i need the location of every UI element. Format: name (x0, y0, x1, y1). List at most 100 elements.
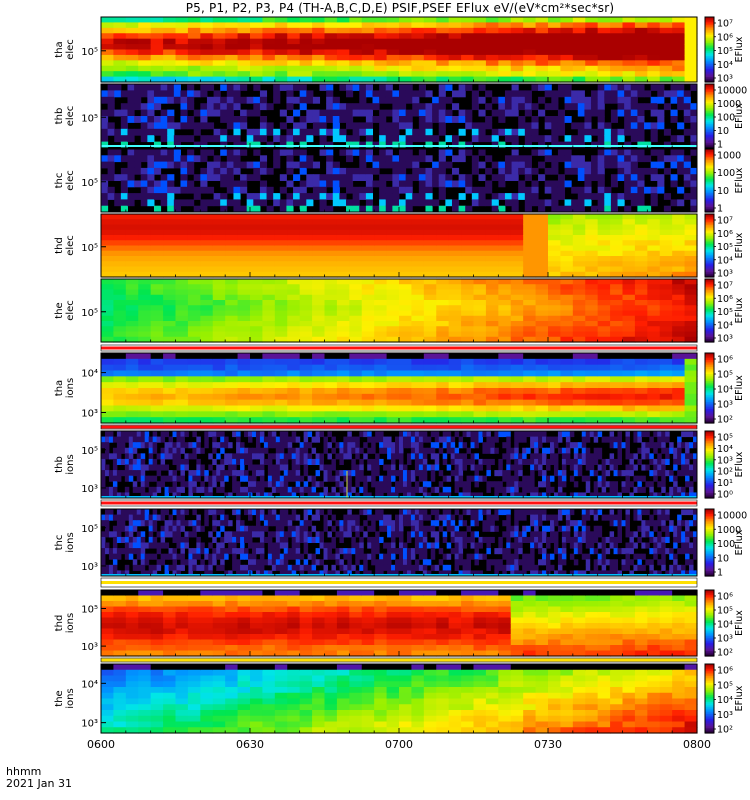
panel-thb-ions-ytick: 10³ (81, 484, 98, 495)
panel-thc-elec-colorbar-tick: 100 (717, 168, 735, 179)
panel-thb-ions-colorbar-tick: 10⁵ (717, 433, 733, 444)
panel-tha-elec-colorbar-tick: 10⁷ (717, 19, 733, 30)
panel-thc-elec-colorbar-tick: 1000 (717, 151, 741, 162)
panel-thc-elec-colorbar-tick: 10 (717, 186, 729, 197)
panel-tha-ions-colorbar-tick: 10⁴ (717, 385, 733, 396)
panel-separator (100, 577, 698, 588)
panel-thd-ions-colorbar-tick: 10⁵ (717, 606, 733, 617)
panel-separator (100, 657, 698, 663)
panel-thb-ions-colorbar-label: EFlux (734, 451, 745, 477)
date-label: 2021 Jan 31 (6, 777, 72, 790)
panel-thb-elec-colorbar-tick: 10000 (717, 86, 747, 97)
x-tick-label: 0800 (683, 738, 711, 751)
panel-the-ions: 10⁴ 10³ the ions 10⁶ 10⁵ 10⁴ 10³ 10² EFlux (54, 663, 745, 736)
panel-the-elec-colorbar-tick: 10⁴ (717, 320, 733, 331)
panel-thb-ions-ytick: 10⁵ (81, 446, 98, 457)
panel-thb-elec-ylabel: thb (54, 108, 65, 125)
panel-thb-ions-colorbar-tick: 10² (717, 467, 733, 478)
panel-separator (100, 499, 698, 507)
panel-tha-elec-colorbar-tick: 10⁵ (717, 46, 733, 57)
panel-thd-ions-ytick: 10³ (81, 642, 98, 653)
panel-the-elec-ylabel: elec (65, 300, 76, 321)
panel-the-ions-ytick: 10⁴ (81, 679, 98, 690)
panel-the-ions-colorbar-label: EFlux (734, 685, 745, 711)
panel-thc-ions-colorbar-label: EFlux (734, 529, 745, 555)
panel-tha-ions-colorbar-label: EFlux (734, 375, 745, 401)
panel-the-elec-colorbar-tick: 10³ (717, 334, 733, 345)
panel-thd-ions-colorbar-tick: 10² (717, 648, 733, 659)
panel-tha-ions-ylabel: ions (65, 378, 76, 398)
panel-thd-elec-ylabel: thd (54, 237, 65, 254)
panel-thd-ions-ylabel: ions (65, 613, 76, 633)
panel-the-elec-colorbar-tick: 10⁷ (717, 281, 733, 292)
panel-tha-ions-colorbar-tick: 10² (717, 415, 733, 426)
time-format-label: hhmm (6, 765, 42, 778)
x-tick-label: 0600 (87, 738, 115, 751)
x-tick-label: 0630 (236, 738, 264, 751)
panel-the-elec-colorbar-tick: 10⁶ (717, 294, 733, 305)
panel-thd-ions: 10⁵ 10³ thd ions 10⁶ 10⁵ 10⁴ 10³ 10² EFlux (54, 589, 745, 659)
panel-thc-ions-ylabel: thc (54, 535, 65, 551)
x-tick-label: 0730 (534, 738, 562, 751)
panel-the-elec-ylabel: the (54, 302, 65, 318)
panel-the-elec-colorbar-tick: 10⁵ (717, 307, 733, 318)
panel-thc-ions-ylabel: ions (65, 532, 76, 552)
panel-thb-elec-colorbar-tick: 1000 (717, 99, 741, 110)
panel-thb-elec: 10⁵ thb elec 10000 1000 100 10 1 EFlux (54, 83, 747, 151)
panel-tha-ions: 10⁴ 10³ tha ions 10⁶ 10⁵ 10⁴ 10³ 10² EFlux (54, 352, 745, 426)
panel-tha-elec-ytick: 10⁵ (81, 47, 98, 58)
panel-thd-elec-colorbar-tick: 10³ (717, 269, 733, 280)
panel-the-ions-ylabel: ions (65, 688, 76, 708)
panel-the-ions-colorbar-tick: 10⁵ (717, 680, 733, 691)
panel-thb-elec-ytick: 10⁵ (81, 113, 98, 124)
panel-thb-elec-colorbar-tick: 100 (717, 113, 735, 124)
panel-thb-ions-ylabel: ions (65, 454, 76, 474)
panel-tha-ions-colorbar-tick: 10⁵ (717, 370, 733, 381)
panel-the-elec-ytick: 10⁵ (81, 308, 98, 319)
panel-thc-elec-ylabel: elec (65, 170, 76, 191)
panel-the-ions-colorbar-tick: 10⁴ (717, 695, 733, 706)
panel-thb-elec-colorbar-tick: 1 (717, 140, 723, 151)
panel-separator (100, 424, 698, 430)
panel-thc-ions: 10⁵ 10³ thc ions 10000 1000 100 10 1 EFlux (54, 508, 747, 579)
panel-thc-elec-ytick: 10⁵ (81, 178, 98, 189)
panel-thc-ions-colorbar-tick: 10 (717, 553, 729, 564)
panel-thc-ions-colorbar-tick: 100 (717, 539, 735, 550)
panel-thc-elec-colorbar-label: EFlux (734, 167, 745, 193)
panel-the-ions-colorbar-tick: 10⁶ (717, 666, 733, 677)
panel-tha-ions-ytick: 10³ (81, 409, 98, 420)
chart-title: P5, P1, P2, P3, P4 (TH-A,B,C,D,E) PSIF,P… (185, 1, 615, 15)
panel-the-ions-colorbar-tick: 10² (717, 725, 733, 736)
panel-thc-elec-ylabel: thc (54, 173, 65, 189)
panel-tha-ions-ylabel: tha (54, 380, 65, 396)
panel-separator (100, 344, 698, 352)
panel-thd-elec-colorbar-tick: 10⁴ (717, 255, 733, 266)
panel-tha-ions-colorbar-tick: 10³ (717, 400, 733, 411)
panel-thd-elec-colorbar-tick: 10⁷ (717, 216, 733, 227)
panel-tha-ions-ytick: 10⁴ (81, 369, 98, 380)
panel-thd-ions-colorbar-label: EFlux (734, 610, 745, 636)
panel-thd-elec-colorbar-tick: 10⁶ (717, 229, 733, 240)
panel-the-elec-colorbar-label: EFlux (734, 297, 745, 323)
panel-tha-elec-colorbar-tick: 10⁶ (717, 32, 733, 43)
panel-thd-ions-colorbar-tick: 10⁶ (717, 592, 733, 603)
panel-thb-ions-colorbar-tick: 10⁴ (717, 444, 733, 455)
panel-tha-elec-colorbar-tick: 10⁴ (717, 60, 733, 71)
panel-thc-elec: 10⁵ thc elec 1000 100 10 1 EFlux (54, 148, 745, 215)
panel-tha-elec-colorbar-tick: 10³ (717, 74, 733, 85)
panel-thd-ions-ytick: 10⁵ (81, 604, 98, 615)
panel-tha-elec-ylabel: elec (65, 39, 76, 60)
panel-thb-ions-colorbar-tick: 10³ (717, 455, 733, 466)
panel-the-ions-ylabel: the (54, 690, 65, 706)
panel-thb-ions-colorbar-tick: 10¹ (717, 478, 733, 489)
panel-the-ions-colorbar-tick: 10³ (717, 710, 733, 721)
panel-thc-ions-colorbar-tick: 1 (717, 568, 723, 579)
panel-thc-ions-ytick: 10⁵ (81, 524, 98, 535)
panel-thb-elec-colorbar-tick: 10 (717, 126, 729, 137)
panel-thd-elec-ylabel: elec (65, 235, 76, 256)
panel-thd-ions-colorbar-tick: 10³ (717, 634, 733, 645)
